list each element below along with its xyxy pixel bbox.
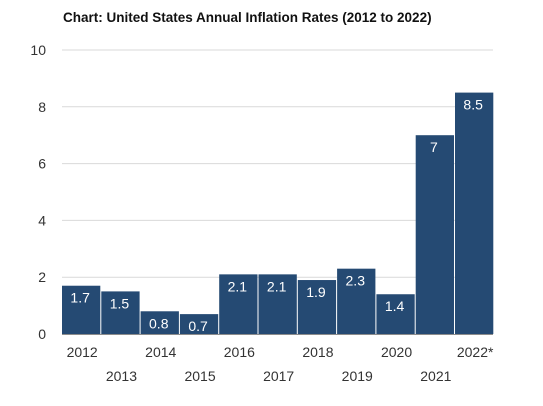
bar-2016 bbox=[219, 274, 258, 334]
data-label: 0.7 bbox=[188, 318, 208, 334]
y-tick-label: 8 bbox=[38, 99, 46, 115]
y-tick-label: 6 bbox=[38, 156, 46, 172]
y-tick-label: 10 bbox=[30, 42, 46, 58]
data-label: 2.3 bbox=[346, 273, 366, 289]
bar-2021 bbox=[415, 135, 454, 334]
x-tick-label: 2013 bbox=[106, 368, 137, 384]
bar-2019 bbox=[337, 268, 376, 334]
data-label: 0.8 bbox=[149, 315, 169, 331]
y-axis-ticks: 0 2 4 6 8 10 bbox=[30, 42, 46, 342]
data-label: 1.4 bbox=[385, 298, 405, 314]
x-tick-label: 2020 bbox=[381, 344, 412, 360]
x-tick-label: 2022* bbox=[457, 344, 494, 360]
x-tick-label: 2021 bbox=[420, 368, 451, 384]
data-label: 1.5 bbox=[110, 295, 130, 311]
bar-2022 bbox=[455, 92, 494, 334]
x-tick-label: 2015 bbox=[184, 368, 215, 384]
data-label: 1.7 bbox=[70, 290, 90, 306]
x-tick-label: 2012 bbox=[67, 344, 98, 360]
data-label: 2.1 bbox=[228, 278, 248, 294]
bar-2020 bbox=[376, 294, 415, 334]
data-label: 7 bbox=[430, 139, 438, 155]
chart-title: Chart: United States Annual Inflation Ra… bbox=[63, 10, 432, 25]
x-tick-label: 2018 bbox=[302, 344, 333, 360]
x-axis-ticks: 2012 2013 2014 2015 2016 2017 2018 2019 2020 2021… bbox=[67, 344, 494, 384]
y-tick-label: 2 bbox=[38, 269, 46, 285]
bar-2014 bbox=[140, 311, 179, 334]
bar-2012 bbox=[62, 285, 101, 334]
bars bbox=[62, 92, 494, 334]
bar-2017 bbox=[258, 274, 297, 334]
data-labels: 1.7 1.5 0.8 0.7 2.1 2.1 1.9 2.3 1.4 7 8.5 bbox=[70, 97, 483, 335]
x-tick-label: 2016 bbox=[224, 344, 255, 360]
y-tick-label: 0 bbox=[38, 326, 46, 342]
data-label: 1.9 bbox=[306, 284, 326, 300]
data-label: 2.1 bbox=[267, 278, 287, 294]
x-tick-label: 2014 bbox=[145, 344, 176, 360]
x-tick-label: 2019 bbox=[342, 368, 373, 384]
bar-2013 bbox=[101, 291, 140, 334]
bar-2015 bbox=[179, 314, 219, 334]
y-tick-label: 4 bbox=[38, 212, 46, 228]
data-label: 8.5 bbox=[463, 97, 483, 113]
x-tick-label: 2017 bbox=[263, 368, 294, 384]
bar-2018 bbox=[297, 280, 337, 334]
